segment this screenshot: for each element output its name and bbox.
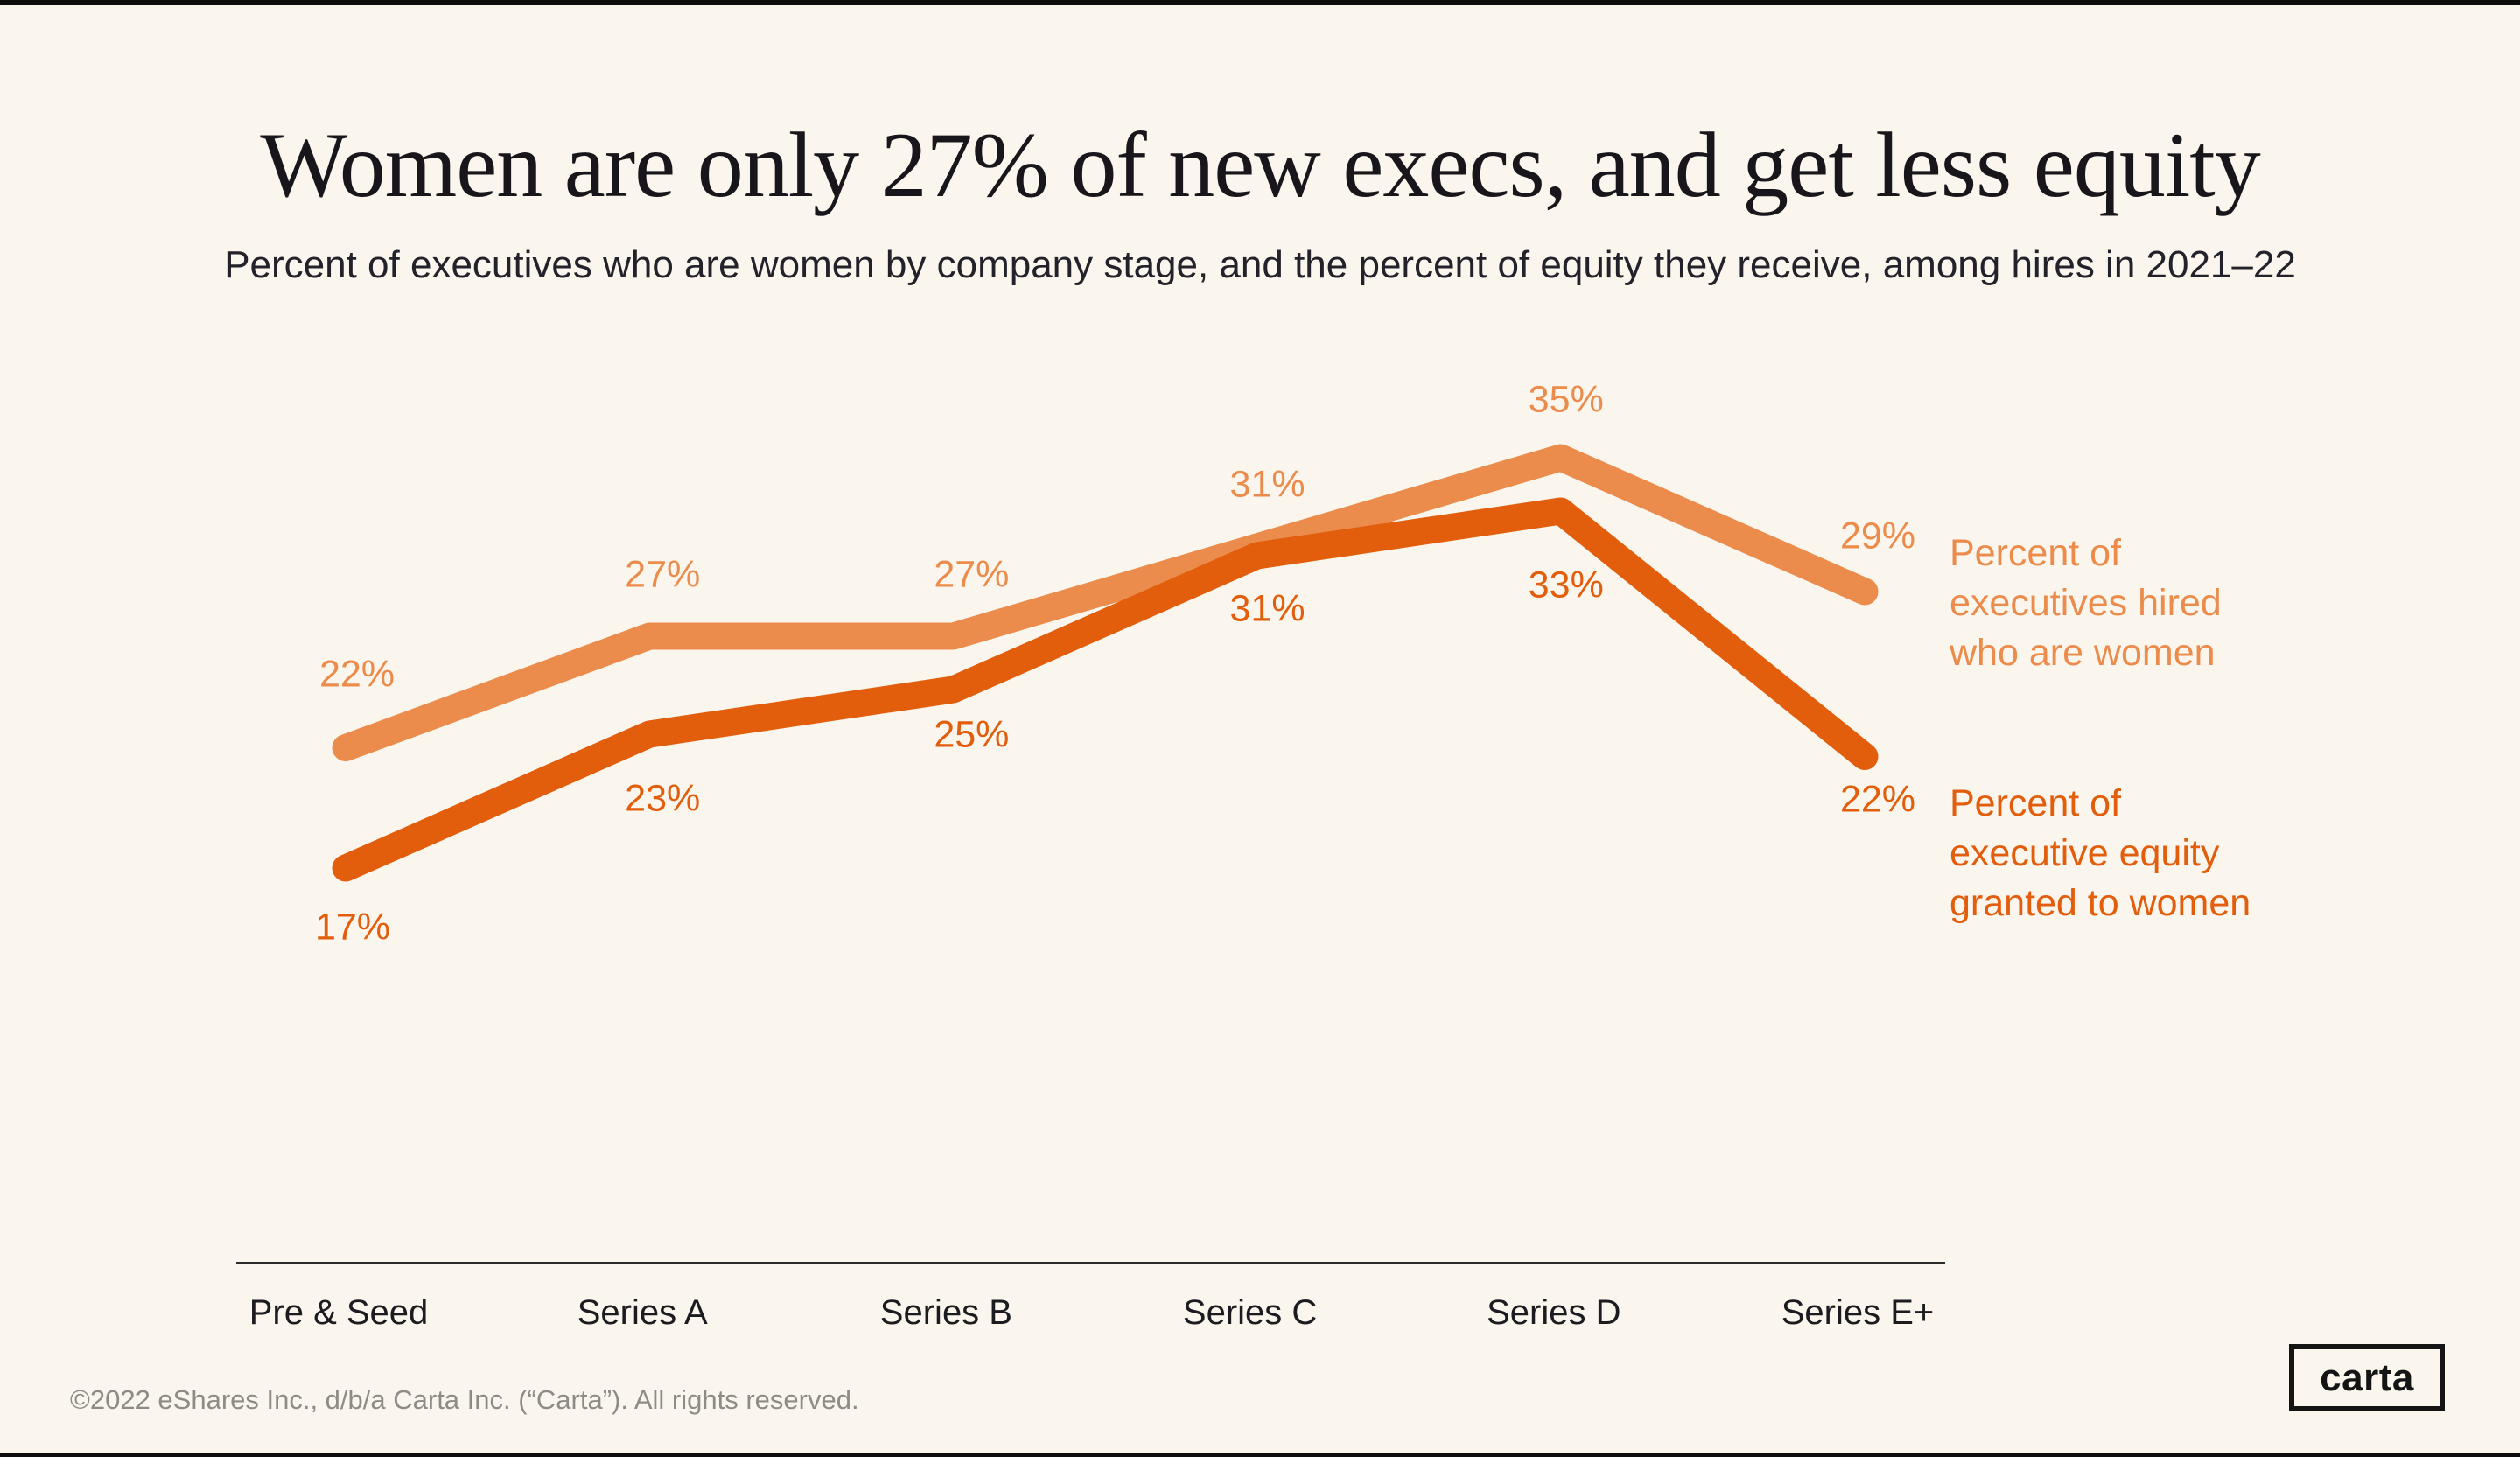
x-axis-label-5: Series E+: [1781, 1293, 1935, 1332]
chart-title: Women are only 27% of new execs, and get…: [260, 114, 2261, 216]
x-axis-label-2: Series B: [879, 1293, 1012, 1332]
data-label-hired-3: 31%: [1229, 463, 1306, 506]
x-axis-label-1: Series A: [577, 1293, 708, 1332]
chart-subtitle: Percent of executives who are women by c…: [224, 243, 2296, 286]
bottom-border-bar: [0, 1453, 2520, 1457]
x-axis-label-3: Series C: [1182, 1293, 1318, 1332]
x-axis-label-0: Pre & Seed: [248, 1293, 429, 1332]
data-label-hired-1: 27%: [625, 553, 701, 596]
carta-logo-text: carta: [2320, 1355, 2414, 1399]
data-label-equity-3: 31%: [1229, 587, 1306, 630]
x-axis-line: [236, 1262, 1945, 1264]
carta-logo: carta: [2289, 1344, 2445, 1411]
data-label-equity-4: 33%: [1528, 564, 1604, 606]
copyright-text: ©2022 eShares Inc., d/b/a Carta Inc. (“C…: [70, 1384, 859, 1415]
legend-hired-series: Percent of executives hired who are wome…: [1950, 532, 2222, 674]
x-axis-label-4: Series D: [1487, 1293, 1621, 1332]
data-label-hired-5: 29%: [1839, 515, 1916, 557]
legend-equity-series: Percent of executive equity granted to w…: [1950, 782, 2251, 924]
top-border-bar: [0, 0, 2520, 5]
data-label-equity-0: 17%: [314, 906, 391, 949]
data-label-hired-2: 27%: [934, 553, 1010, 596]
data-label-hired-4: 35%: [1528, 378, 1604, 421]
data-label-hired-0: 22%: [318, 653, 396, 695]
data-label-equity-5: 22%: [1839, 778, 1916, 820]
data-label-equity-2: 25%: [934, 713, 1010, 756]
data-label-equity-1: 23%: [625, 777, 701, 820]
